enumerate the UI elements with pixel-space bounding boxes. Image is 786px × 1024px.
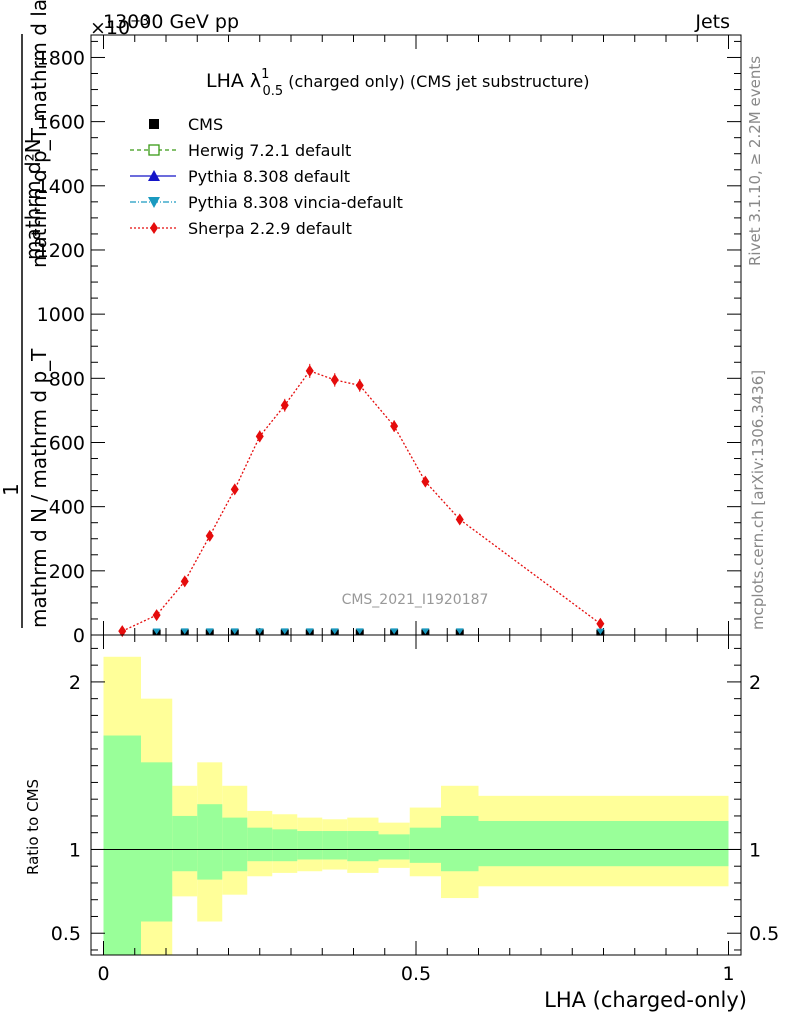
ratio-ticks: 0.5 0.5 1 1 2 2 0 0.5 1 <box>51 635 779 985</box>
header-exponent: ×10−3 <box>90 14 149 39</box>
header-right: Jets <box>694 11 730 33</box>
ratio-band-inner <box>297 831 323 860</box>
x-tick-label: 0 <box>97 963 109 985</box>
y-tick-label: 1600 <box>37 112 85 134</box>
ratio-ylabel: Ratio to CMS <box>24 779 42 875</box>
vincia-point <box>330 628 339 635</box>
main-title-prefix: LHA λ <box>206 70 261 92</box>
ratio-bands <box>103 656 729 955</box>
y-tick-label: 400 <box>49 497 85 519</box>
main-title-sup: 1 <box>261 67 269 82</box>
vincia-point <box>280 628 289 635</box>
y-tick-label: 1800 <box>37 47 85 69</box>
ratio-y-tick-label-right: 0.5 <box>749 923 779 945</box>
legend-label: Pythia 8.308 default <box>188 167 350 186</box>
mcplots-label: mcplots.cern.ch [arXiv:1306.3436] <box>749 370 767 630</box>
x-axis-label: LHA (charged-only) <box>544 988 747 1012</box>
legend-marker-triangle-down <box>148 197 160 208</box>
main-ticks: 0 200 400 600 800 1000 1200 1400 1600 1800 <box>37 35 741 647</box>
y-tick-label: 200 <box>49 561 85 583</box>
legend-label: Sherpa 2.2.9 default <box>188 219 352 238</box>
y-tick-label: 1200 <box>37 240 85 262</box>
ylabel-top: mathrm d²N <box>21 138 45 260</box>
ylabel-frac-num: 1 <box>0 483 23 496</box>
vincia-point <box>596 628 605 635</box>
sherpa-point <box>230 483 239 496</box>
ratio-band-inner <box>322 831 348 860</box>
header-left: 13000 GeV pp <box>103 11 239 33</box>
ylabel-frac-den: mathrm d N / mathrm d p_T <box>27 348 51 628</box>
ratio-band-inner <box>478 820 729 867</box>
ratio-band-inner <box>272 829 298 862</box>
sherpa-point <box>305 364 314 377</box>
legend-label: Pythia 8.308 vincia-default <box>188 193 403 212</box>
sherpa-point <box>455 513 464 526</box>
sherpa-point <box>390 420 399 433</box>
vincia-point <box>205 628 214 635</box>
y-tick-label: 1400 <box>37 176 85 198</box>
analysis-label: CMS_2021_I1920187 <box>342 592 489 608</box>
ratio-band-inner <box>347 831 379 862</box>
y-tick-label: 800 <box>49 368 85 390</box>
main-ylabel: mathrm d²N mathrm d p_T mathrm d lambda … <box>0 0 51 628</box>
x-tick-label: 1 <box>722 963 734 985</box>
sherpa-point <box>152 609 161 622</box>
y-tick-label: 1000 <box>37 304 85 326</box>
main-title: LHA λ1 0.5 (charged only) (CMS jet substr… <box>206 67 590 99</box>
legend-label: CMS <box>188 115 223 134</box>
ratio-y-tick-label-left: 1 <box>69 839 81 861</box>
sherpa-point <box>255 430 264 443</box>
ratio-y-tick-label-left: 0.5 <box>51 923 81 945</box>
legend-marker-diamond <box>150 222 158 234</box>
ratio-band-inner <box>172 815 198 872</box>
exponent-power: −3 <box>130 14 149 29</box>
ratio-band-inner <box>222 817 248 872</box>
sherpa-point <box>596 617 605 630</box>
ratio-y-tick-label-right: 2 <box>749 672 761 694</box>
ratio-panel: 0.5 0.5 1 1 2 2 0 0.5 1 <box>51 634 779 985</box>
ratio-band-inner <box>247 827 273 862</box>
exponent-base: ×10 <box>90 17 130 39</box>
vincia-point <box>180 628 189 635</box>
ratio-band-inner <box>141 762 173 922</box>
ratio-y-tick-label-right: 1 <box>749 839 761 861</box>
sherpa-point <box>280 399 289 412</box>
vincia-point <box>305 628 314 635</box>
ratio-y-tick-label-left: 2 <box>69 672 81 694</box>
sherpa-point <box>330 373 339 386</box>
main-title-sub: 0.5 <box>262 84 283 99</box>
ratio-band-inner <box>409 827 441 863</box>
legend-marker-square <box>149 119 159 129</box>
legend: CMS Herwig 7.2.1 default Pythia 8.308 defa… <box>130 115 403 238</box>
main-series <box>118 363 605 638</box>
ratio-band-inner <box>441 815 479 872</box>
legend-marker-open-square <box>148 144 160 156</box>
y-tick-label: 0 <box>73 625 85 647</box>
sherpa-point <box>118 625 127 638</box>
x-tick-label: 0.5 <box>401 963 431 985</box>
ratio-band-inner <box>103 735 141 955</box>
vincia-point <box>255 628 264 635</box>
sherpa-point <box>421 475 430 488</box>
vincia-point <box>421 628 430 635</box>
sherpa-point <box>355 379 364 392</box>
rivet-label: Rivet 3.1.10, ≥ 2.2M events <box>746 56 764 266</box>
sherpa-point <box>205 529 214 542</box>
ylabel-bottom: mathrm d p_T mathrm d lambda <box>27 0 51 268</box>
sherpa-point <box>180 575 189 588</box>
legend-marker-triangle-up <box>148 170 160 181</box>
legend-label: Herwig 7.2.1 default <box>188 141 351 160</box>
vincia-point <box>152 628 161 635</box>
ratio-band-inner <box>378 834 410 860</box>
main-panel: 0 200 400 600 800 1000 1200 1400 1600 1800 <box>37 34 742 647</box>
y-tick-label: 600 <box>49 432 85 454</box>
vincia-point <box>355 628 364 635</box>
main-title-rest: (charged only) (CMS jet substructure) <box>283 72 589 91</box>
ratio-band-inner <box>197 804 223 880</box>
vincia-point <box>390 628 399 635</box>
vincia-point <box>455 628 464 635</box>
vincia-point <box>230 628 239 635</box>
